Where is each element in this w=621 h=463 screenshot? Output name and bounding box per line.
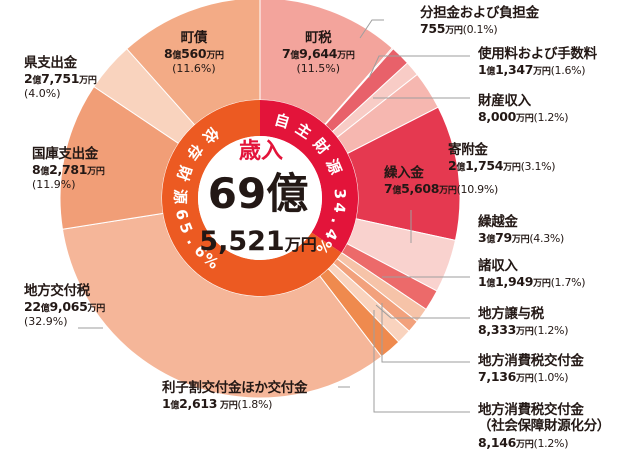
center-total-main: 69億 bbox=[208, 169, 308, 218]
leader-share bbox=[359, 19, 384, 39]
label-share-name: 分担金および負担金 bbox=[420, 5, 539, 21]
label-misc: 諸収入 1億1,949万円(1.7%) bbox=[478, 258, 586, 290]
label-transfer-value: 7億5,608万円(10.9%) bbox=[384, 181, 498, 197]
outer-ring-slices bbox=[59, 0, 461, 399]
label-share-value: 755万円(0.1%) bbox=[420, 21, 498, 37]
leader-transfer-tax bbox=[375, 304, 470, 319]
label-donation-name: 寄附金 bbox=[448, 142, 488, 158]
label-consump2: 地方消費税交付金 （社会保障財源化分） 8,146万円(1.2%) bbox=[478, 402, 610, 451]
label-nat-pct: (11.9%) bbox=[32, 178, 76, 192]
label-pref-pct: (4.0%) bbox=[24, 87, 61, 101]
center-hole bbox=[198, 136, 322, 260]
label-nat-value: 8億2,781万円 bbox=[32, 162, 105, 178]
label-consump2-name2: （社会保障財源化分） bbox=[478, 418, 610, 435]
label-carry-value: 3億79万円(4.3%) bbox=[478, 230, 565, 246]
label-consump: 地方消費税交付金 7,136万円(1.0%) bbox=[478, 353, 584, 385]
ring-own-label-char: 自 bbox=[272, 110, 291, 131]
ring-dependent-label-char: 財 bbox=[173, 162, 195, 183]
label-misc-name: 諸収入 bbox=[478, 258, 518, 274]
label-transfer-tax: 地方譲与税 8,333万円(1.2%) bbox=[478, 306, 568, 338]
label-misc-value: 1億1,949万円(1.7%) bbox=[478, 274, 586, 290]
label-tax: 町税 7億9,644万円 (11.5%) bbox=[282, 30, 355, 76]
ring-own-label-char: 源 bbox=[322, 156, 344, 177]
leader-consump bbox=[381, 303, 470, 363]
label-grant-pct: (32.9%) bbox=[24, 315, 68, 329]
leader-lines bbox=[78, 19, 470, 413]
label-fee-value: 1億1,347万円(1.6%) bbox=[478, 62, 586, 78]
label-transfer: 繰入金 7億5,608万円(10.9%) bbox=[384, 165, 498, 197]
label-pref-name: 県支出金 bbox=[24, 55, 77, 71]
leader-consump2 bbox=[373, 310, 470, 413]
ring-dependent-percent-char: 6 bbox=[172, 208, 192, 222]
label-transfer-tax-value: 8,333万円(1.2%) bbox=[478, 322, 569, 338]
label-nat-name: 国庫支出金 bbox=[32, 146, 98, 162]
label-bond: 町債 8億560万円 (11.6%) bbox=[164, 30, 224, 76]
label-grant: 地方交付税 22億9,065万円 (32.9%) bbox=[24, 283, 105, 329]
label-fee-name: 使用料および手数料 bbox=[478, 46, 597, 62]
label-nat: 国庫支出金 8億2,781万円 (11.9%) bbox=[32, 146, 105, 192]
ring-own-percent-char: 3 bbox=[331, 188, 350, 199]
center-title: 歳入 bbox=[239, 139, 283, 164]
leader-fee bbox=[368, 55, 470, 79]
label-bond-name: 町債 bbox=[180, 30, 208, 46]
center-total-number: 5,521 bbox=[199, 226, 284, 257]
center-total-unit: 万円 bbox=[284, 235, 317, 254]
label-grant-name: 地方交付税 bbox=[24, 283, 90, 299]
label-interest: 利子割交付金ほか交付金 1億2,613 万円(1.8%) bbox=[162, 380, 308, 412]
inner-ring bbox=[161, 100, 358, 296]
label-tax-pct: (11.5%) bbox=[296, 62, 341, 76]
label-consump2-name: 地方消費税交付金 bbox=[478, 402, 584, 418]
label-carry-name: 繰越金 bbox=[478, 214, 518, 230]
label-tax-name: 町税 bbox=[305, 30, 332, 46]
label-prop-name: 財産収入 bbox=[478, 93, 531, 109]
ring-dependent-revenue bbox=[161, 100, 342, 296]
label-prop-value: 8,000万円(1.2%) bbox=[478, 109, 569, 125]
label-consump-value: 7,136万円(1.0%) bbox=[478, 369, 569, 385]
label-donation: 寄附金 2億1,754万円(3.1%) bbox=[448, 142, 556, 174]
ring-dependent-label-char: 源 bbox=[171, 189, 189, 204]
label-share: 分担金および負担金 755万円(0.1%) bbox=[420, 5, 539, 37]
label-transfer-tax-name: 地方譲与税 bbox=[478, 306, 544, 322]
label-prop: 財産収入 8,000万円(1.2%) bbox=[478, 93, 568, 125]
center-total-sub: 5,521万円 bbox=[199, 226, 316, 257]
label-interest-name: 利子割交付金ほか交付金 bbox=[162, 380, 308, 396]
label-interest-value: 1億2,613 万円(1.8%) bbox=[162, 396, 273, 412]
ring-own-percent-char: 4 bbox=[330, 201, 349, 214]
ring-own-percent-char: . bbox=[327, 216, 346, 227]
label-donation-value: 2億1,754万円(3.1%) bbox=[448, 158, 556, 174]
label-grant-value: 22億9,065万円 bbox=[24, 299, 105, 315]
label-tax-value: 7億9,644万円 bbox=[282, 46, 355, 62]
label-consump2-value: 8,146万円(1.2%) bbox=[478, 434, 569, 450]
label-pref-value: 2億7,751万円 bbox=[24, 71, 97, 87]
label-carry: 繰越金 3億79万円(4.3%) bbox=[478, 214, 564, 246]
label-fee: 使用料および手数料 1億1,347万円(1.6%) bbox=[478, 46, 597, 78]
label-consump-name: 地方消費税交付金 bbox=[478, 353, 584, 369]
label-bond-pct: (11.6%) bbox=[172, 62, 216, 76]
label-pref: 県支出金 2億7,751万円 (4.0%) bbox=[24, 55, 97, 101]
ring-own-revenue bbox=[260, 100, 358, 253]
label-bond-value: 8億560万円 bbox=[164, 46, 224, 62]
label-transfer-name: 繰入金 bbox=[384, 165, 424, 181]
